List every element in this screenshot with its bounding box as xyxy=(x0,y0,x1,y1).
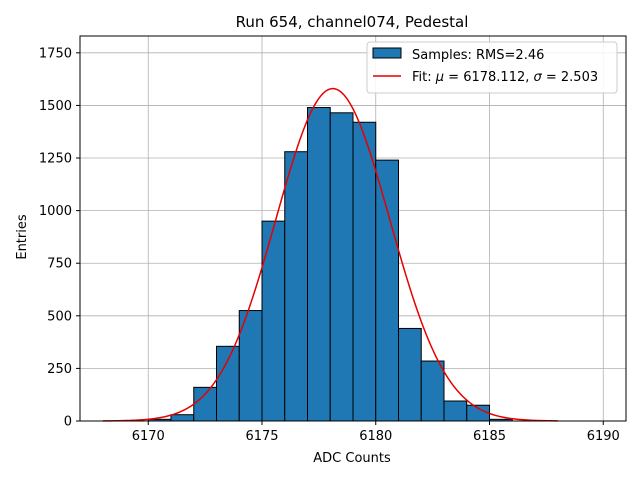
y-tick-label: 1250 xyxy=(39,152,72,167)
histogram-bar xyxy=(375,159,399,422)
y-axis-label: Entries xyxy=(15,214,30,260)
histogram-bar xyxy=(261,220,286,422)
legend-fit-sigma-value: = 2.503 xyxy=(542,70,598,85)
x-tick-label: 6170 xyxy=(132,429,165,444)
gaussian-fit-curve xyxy=(102,87,558,422)
plot-frame xyxy=(79,35,627,422)
legend-samples-label: Samples: RMS=2.46 xyxy=(412,48,544,63)
x-axis-ticks: 6170 6175 6180 6185 6190 xyxy=(132,421,620,444)
histogram-bar xyxy=(284,151,308,422)
histogram-bar xyxy=(420,360,445,422)
legend-fit-mu-symbol: μ xyxy=(435,70,444,85)
histogram-bar xyxy=(307,107,331,422)
histogram-bar xyxy=(443,400,468,422)
histogram-bar xyxy=(193,386,217,422)
chart-title: Run 654, channel074, Pedestal xyxy=(236,13,469,31)
x-tick-label: 6190 xyxy=(587,429,620,444)
x-tick-label: 6180 xyxy=(359,429,392,444)
x-tick-label: 6175 xyxy=(245,429,278,444)
y-tick-label: 250 xyxy=(47,362,72,377)
legend-box xyxy=(366,41,618,94)
histogram-bar xyxy=(329,112,354,422)
y-tick-label: 1750 xyxy=(39,46,72,61)
y-tick-label: 500 xyxy=(47,309,72,324)
legend: Samples: RMS=2.46 Fit: μ = 6178.112, σ =… xyxy=(366,41,618,94)
y-tick-label: 750 xyxy=(47,257,72,272)
legend-samples-swatch xyxy=(372,47,402,59)
histogram-bar xyxy=(170,414,195,422)
histogram-bar xyxy=(352,121,377,422)
histogram-bar xyxy=(398,327,422,422)
legend-fit-mu-value: = 6178.112, xyxy=(444,70,533,85)
histogram-bar xyxy=(216,345,240,422)
x-tick-label: 6185 xyxy=(473,429,506,444)
y-tick-label: 1500 xyxy=(39,99,72,114)
y-tick-label: 0 xyxy=(64,415,72,430)
legend-fit-label: Fit: μ = 6178.112, σ = 2.503 xyxy=(412,70,598,85)
legend-fit-sigma-symbol: σ xyxy=(534,70,543,85)
legend-fit-prefix: Fit: xyxy=(412,70,436,85)
y-tick-label: 1000 xyxy=(39,204,72,219)
x-axis-label: ADC Counts xyxy=(313,451,391,466)
histogram-bars xyxy=(147,107,513,422)
y-axis-ticks: 0 250 500 750 1000 1250 1500 1750 xyxy=(39,46,80,430)
